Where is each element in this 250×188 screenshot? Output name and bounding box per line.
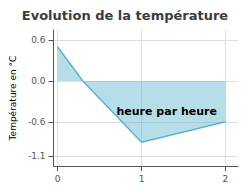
svg-text:2: 2 bbox=[223, 174, 229, 184]
svg-text:-0.6: -0.6 bbox=[28, 117, 46, 127]
svg-text:0.6: 0.6 bbox=[31, 35, 46, 45]
svg-text:heure par heure: heure par heure bbox=[116, 105, 216, 118]
svg-text:0.0: 0.0 bbox=[31, 76, 46, 86]
svg-text:Evolution de la température: Evolution de la température bbox=[22, 8, 229, 23]
svg-text:1: 1 bbox=[139, 174, 145, 184]
svg-text:-1.1: -1.1 bbox=[28, 151, 46, 161]
svg-text:Température en °C: Température en °C bbox=[8, 56, 18, 142]
svg-text:0: 0 bbox=[55, 174, 61, 184]
